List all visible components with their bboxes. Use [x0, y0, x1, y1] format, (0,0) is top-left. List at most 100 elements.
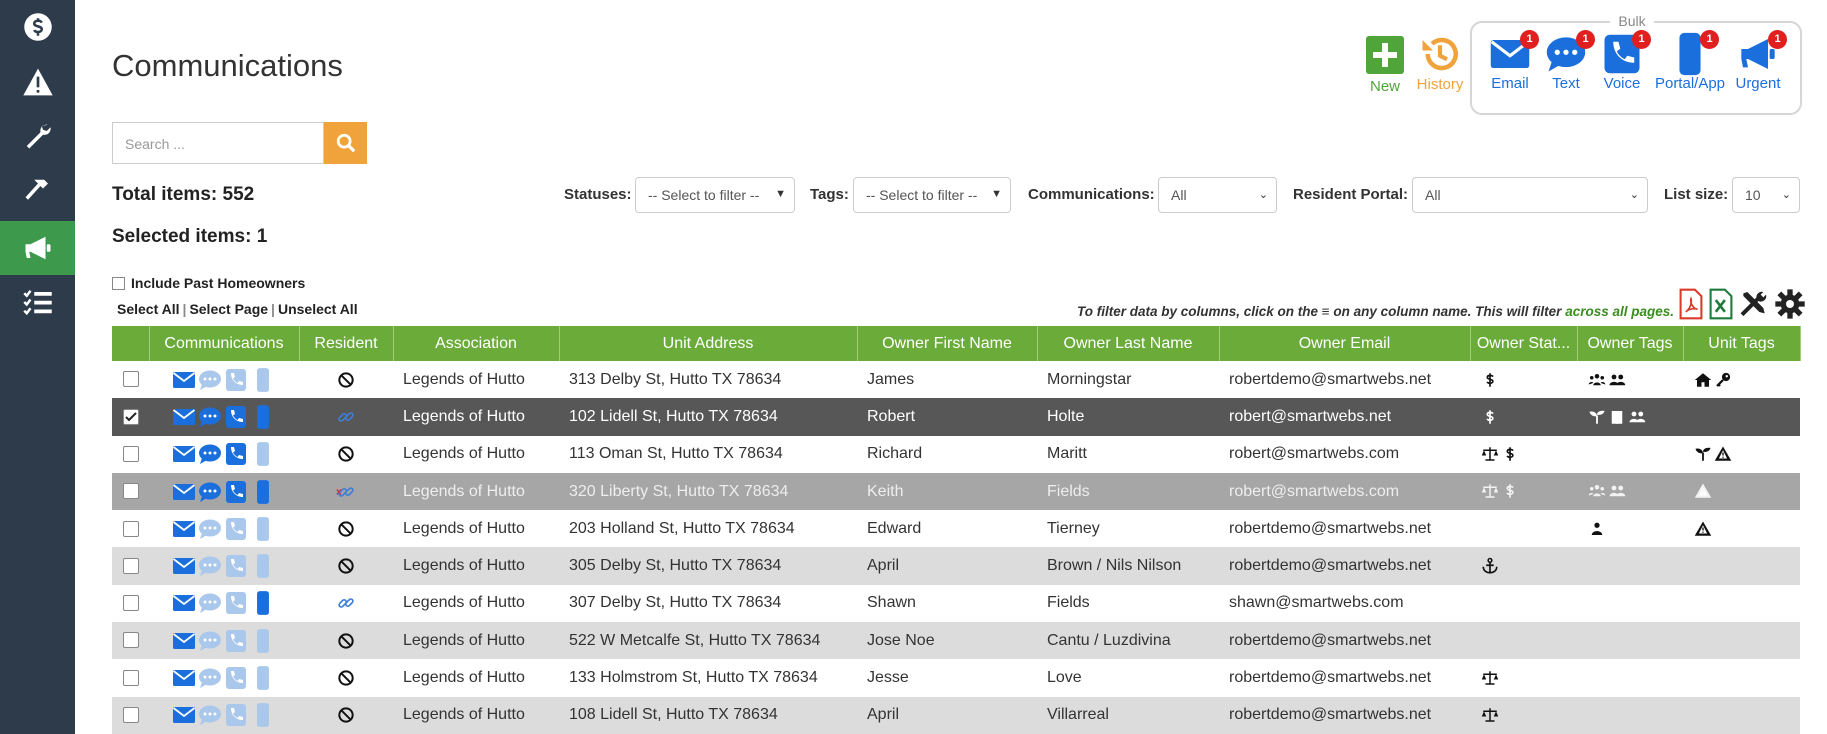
- filter-select[interactable]: -- Select to filter -- ▼: [635, 177, 795, 213]
- nav-tasks[interactable]: [0, 275, 75, 329]
- checkbox[interactable]: [112, 276, 125, 290]
- urgent-icon: [1741, 39, 1775, 69]
- pdf-export[interactable]: [1678, 288, 1704, 320]
- bulk-button[interactable]: 1 Portal/App: [1650, 30, 1730, 92]
- column-header[interactable]: Owner Tags: [1577, 326, 1684, 361]
- badge: 1: [1768, 30, 1787, 49]
- icon-part: [203, 638, 207, 642]
- text-cell: April: [857, 547, 1037, 585]
- text-cell: Robert: [857, 398, 1037, 436]
- communications-cell: [149, 696, 299, 734]
- nav-communications[interactable]: [0, 221, 75, 275]
- bulk-button[interactable]: 1 Text: [1526, 30, 1606, 92]
- icon-part: [1741, 39, 1768, 69]
- email-icon: [172, 632, 196, 649]
- history-button[interactable]: History: [1405, 33, 1475, 93]
- link[interactable]: Unselect All: [277, 301, 358, 317]
- communications-cell: [149, 472, 299, 511]
- icon-part: [1775, 289, 1805, 319]
- table-row[interactable]: Legends of Hutto 133 Holmstrom St, Hutto …: [112, 659, 1800, 697]
- email-icon: [172, 520, 196, 537]
- table-row[interactable]: Legends of Hutto 102 Lidell St, Hutto TX …: [112, 398, 1800, 436]
- table-row[interactable]: Legends of Hutto 108 Lidell St, Hutto TX …: [112, 696, 1800, 734]
- icon-part: [172, 446, 196, 457]
- icon-part: [213, 563, 217, 567]
- nav-maintenance[interactable]: [0, 109, 75, 163]
- row-checkbox[interactable]: [122, 669, 139, 686]
- bulk-button[interactable]: 1 Urgent: [1718, 30, 1798, 92]
- icon-part: [213, 600, 217, 604]
- nav-alerts[interactable]: [0, 55, 75, 109]
- column-header[interactable]: Communications: [149, 326, 300, 361]
- filter-select[interactable]: -- Select to filter -- ▼: [853, 177, 1011, 213]
- anchor-icon: [1482, 557, 1498, 574]
- warn-icon: [1714, 446, 1732, 461]
- communications-cell: [149, 435, 299, 473]
- text-cell: Shawn: [857, 584, 1037, 623]
- text-cell: 108 Lidell St, Hutto TX 78634: [559, 696, 857, 734]
- voice-icon: [226, 443, 246, 466]
- settings[interactable]: [1774, 288, 1806, 320]
- nav-violations[interactable]: [0, 164, 75, 218]
- table-row[interactable]: Legends of Hutto 307 Delby St, Hutto TX 7…: [112, 584, 1800, 623]
- link[interactable]: Select All: [117, 301, 180, 317]
- icon-part: [231, 447, 243, 460]
- row-checkbox[interactable]: [122, 371, 139, 388]
- row-checkbox[interactable]: [122, 408, 139, 425]
- row-checkbox[interactable]: [122, 632, 139, 649]
- button-label: History: [1416, 76, 1464, 93]
- bulk-button[interactable]: 1 Email: [1470, 30, 1550, 92]
- icon-part: [36, 76, 39, 88]
- new-button[interactable]: New: [1350, 35, 1420, 95]
- select-cell: [112, 547, 149, 585]
- text-icon: [199, 370, 221, 390]
- icon-part: [200, 607, 207, 614]
- portal-icon: [257, 666, 269, 690]
- column-header[interactable]: Owner Last Name: [1037, 326, 1220, 361]
- icon-part: [1611, 486, 1617, 491]
- include-past[interactable]: Include Past Homeowners: [112, 275, 305, 291]
- search-button[interactable]: [324, 122, 367, 164]
- icon-part: [1609, 381, 1626, 385]
- bulk-label: Portal/App: [1654, 75, 1726, 92]
- row-checkbox[interactable]: [122, 557, 139, 574]
- text-cell: Holte: [1037, 398, 1219, 436]
- link[interactable]: Select Page: [189, 301, 269, 317]
- column-tools[interactable]: [1738, 288, 1770, 320]
- filter-select[interactable]: 10 ⌄: [1732, 177, 1800, 213]
- icon-part: [340, 448, 352, 460]
- search-input[interactable]: Search ...: [112, 122, 324, 164]
- table-row[interactable]: Legends of Hutto 203 Holland St, Hutto TX…: [112, 510, 1800, 548]
- filter-select[interactable]: All ⌄: [1158, 177, 1277, 213]
- row-checkbox[interactable]: [122, 520, 139, 537]
- column-header[interactable]: Association: [393, 326, 560, 361]
- table-row[interactable]: Legends of Hutto 320 Liberty St, Hutto TX…: [112, 472, 1800, 511]
- column-header[interactable]: Owner Stat...: [1470, 326, 1578, 361]
- icon-part: [1481, 711, 1499, 717]
- row-checkbox[interactable]: [122, 707, 139, 724]
- table-row[interactable]: Legends of Hutto 113 Oman St, Hutto TX 78…: [112, 435, 1800, 473]
- filter-select[interactable]: All ⌄: [1412, 177, 1648, 213]
- column-header[interactable]: Owner First Name: [857, 326, 1038, 361]
- table-row[interactable]: Legends of Hutto 313 Delby St, Hutto TX 7…: [112, 361, 1800, 399]
- row-checkbox[interactable]: [122, 595, 139, 612]
- row-checkbox[interactable]: [122, 446, 139, 462]
- usd-icon: [1486, 372, 1494, 387]
- icon-part: [203, 377, 207, 381]
- text-cell: 102 Lidell St, Hutto TX 78634: [559, 398, 857, 436]
- row-checkbox[interactable]: [122, 483, 139, 500]
- icon-part: [1716, 378, 1724, 387]
- column-header[interactable]: Owner Email: [1219, 326, 1471, 361]
- nav-billing[interactable]: [0, 0, 75, 54]
- column-header[interactable]: Unit Tags: [1683, 326, 1801, 361]
- text-cell: 203 Holland St, Hutto TX 78634: [559, 510, 857, 548]
- table-row[interactable]: Legends of Hutto 522 W Metcalfe St, Hutto…: [112, 622, 1800, 660]
- excel-export[interactable]: [1708, 288, 1734, 320]
- icon-part: [1481, 674, 1499, 680]
- email-icon: [172, 670, 196, 687]
- table-row[interactable]: Legends of Hutto 305 Delby St, Hutto TX 7…: [112, 547, 1800, 585]
- bulk-button[interactable]: 1 Voice: [1582, 30, 1662, 92]
- column-header[interactable]: Resident: [299, 326, 394, 361]
- column-header[interactable]: Unit Address: [559, 326, 858, 361]
- selected-items: Selected items: 1: [112, 226, 267, 248]
